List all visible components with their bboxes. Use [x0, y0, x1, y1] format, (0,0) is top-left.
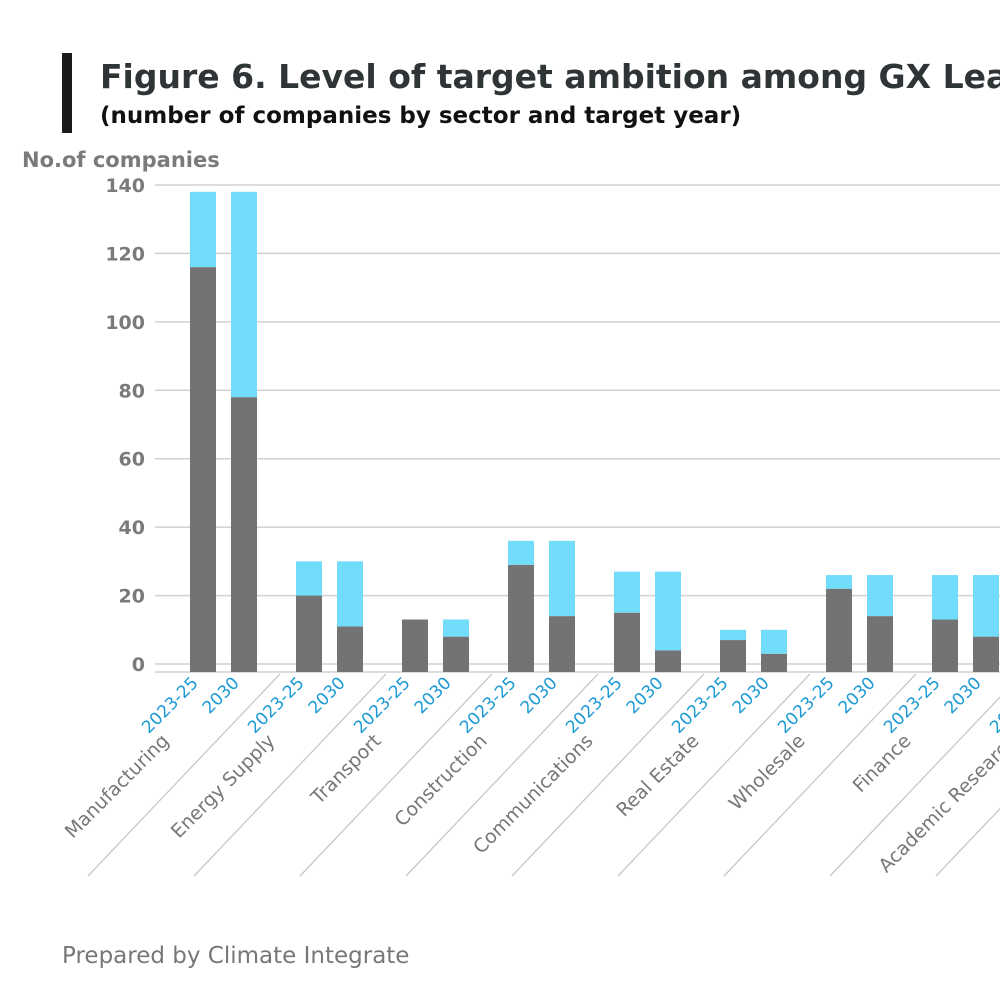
bar-segment: [508, 540, 534, 565]
group-separator: [829, 696, 1000, 877]
category-label: Finance: [849, 730, 916, 797]
year-label: 2023-25: [774, 673, 838, 737]
bar-segment: [443, 636, 469, 672]
category-label: Real Estate: [612, 730, 703, 821]
bar-segment: [655, 650, 681, 672]
group-separator: [723, 673, 917, 877]
bar-segment: [190, 191, 216, 268]
year-label: 2023-25: [456, 673, 520, 737]
category-label: Wholesale: [725, 730, 810, 815]
year-label: 2030: [729, 673, 774, 718]
y-tick-label: 80: [119, 380, 145, 402]
bar-segment: [932, 619, 958, 672]
bar-segment: [761, 629, 787, 654]
group-separator: [935, 807, 1000, 877]
year-label: 2023-25: [668, 673, 732, 737]
bar-segment: [826, 575, 852, 589]
group-separator: [87, 673, 281, 877]
title-accent-bar: [62, 53, 72, 133]
y-tick-label: 40: [119, 517, 145, 539]
bar-segment: [337, 626, 363, 672]
footer-credit: Prepared by Climate Integrate: [62, 943, 409, 969]
bar-segment: [549, 616, 575, 672]
bar-segment: [402, 619, 428, 672]
bar-segment: [296, 595, 322, 672]
bar-segment: [614, 612, 640, 672]
y-tick-label: 60: [119, 449, 145, 471]
bar-segment: [231, 191, 257, 398]
bar-segment: [655, 571, 681, 651]
year-label: 2030: [835, 673, 880, 718]
year-label: 2030: [305, 673, 350, 718]
bar-segment: [761, 653, 787, 672]
y-tick-label: 100: [105, 312, 145, 334]
category-label: Transport: [306, 730, 385, 809]
bar-segment: [720, 629, 746, 641]
year-label: 2030: [411, 673, 456, 718]
bar-segment: [296, 561, 322, 596]
year-label: 2030: [941, 673, 986, 718]
bar-segment: [973, 575, 999, 637]
category-label: Manufacturing: [61, 730, 174, 843]
bar-segment: [508, 564, 534, 672]
bar-segment: [231, 397, 257, 672]
chart-title: Figure 6. Level of target ambition among…: [100, 57, 1000, 96]
category-label: Energy Supply: [167, 730, 280, 843]
group-separator: [511, 673, 705, 877]
bar-segment: [932, 575, 958, 620]
chart-subtitle: (number of companies by sector and targe…: [100, 103, 741, 129]
group-separator: [299, 673, 493, 877]
y-axis-label: No.of companies: [22, 148, 220, 172]
y-tick-label: 0: [132, 654, 145, 676]
category-label: Communications: [469, 730, 597, 858]
bar-segment: [720, 640, 746, 672]
year-label: 2030: [199, 673, 244, 718]
group-separator: [617, 673, 811, 877]
bar-segment: [614, 571, 640, 613]
bar-segment: [826, 588, 852, 672]
bar-segment: [443, 619, 469, 637]
year-label: 2023-25: [138, 673, 202, 737]
year-label: 2023-25: [986, 673, 1000, 737]
year-label: 2023-25: [562, 673, 626, 737]
group-separator: [405, 673, 599, 877]
bar-segment: [867, 616, 893, 672]
year-label: 2023-25: [244, 673, 308, 737]
bar-segment: [867, 575, 893, 617]
y-tick-label: 140: [105, 175, 145, 197]
bar-segment: [973, 636, 999, 672]
y-tick-label: 20: [119, 586, 145, 608]
year-label: 2023-25: [350, 673, 414, 737]
bar-segment: [549, 540, 575, 617]
category-label: Construction: [390, 730, 491, 831]
group-separator: [193, 673, 387, 877]
year-label: 2023-25: [880, 673, 944, 737]
bar-segment: [190, 267, 216, 672]
year-label: 2030: [517, 673, 562, 718]
year-label: 2030: [623, 673, 668, 718]
y-tick-label: 120: [105, 243, 145, 265]
bar-segment: [337, 561, 363, 627]
